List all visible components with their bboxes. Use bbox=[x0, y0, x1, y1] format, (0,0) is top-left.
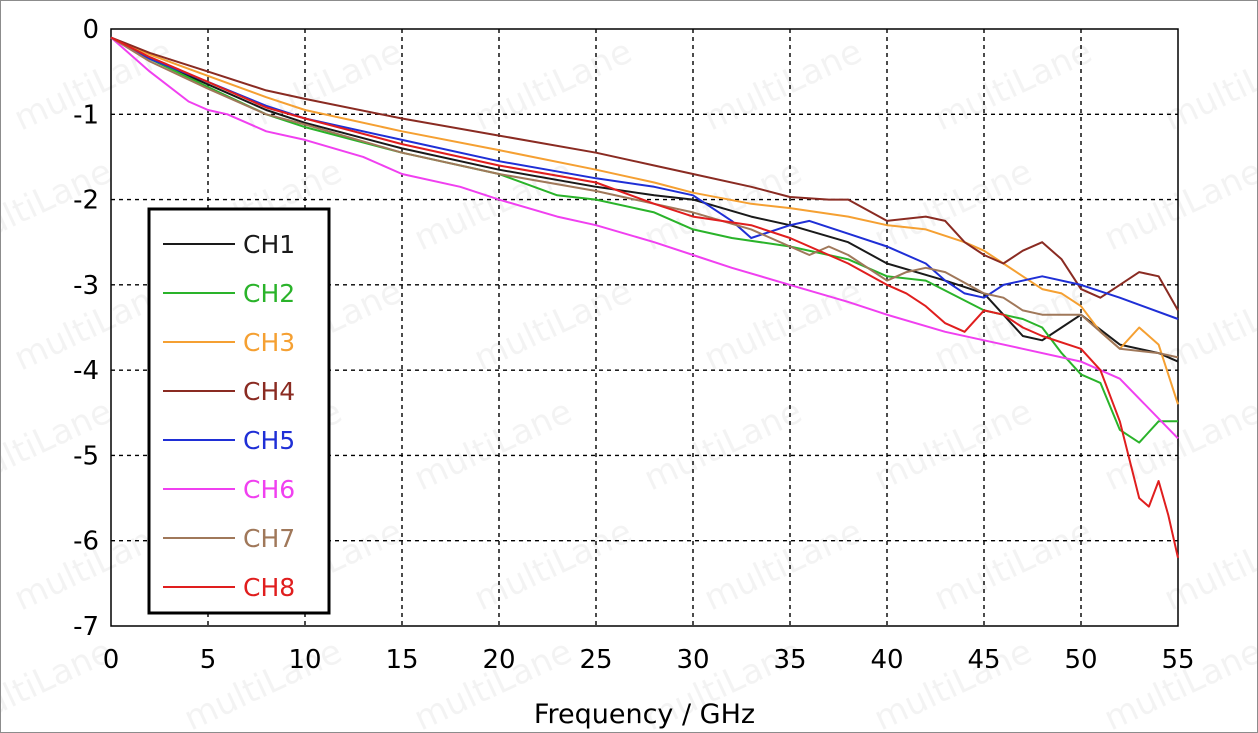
x-tick-label: 35 bbox=[773, 645, 806, 675]
x-tick-label: 40 bbox=[870, 645, 903, 675]
y-tick-label: -7 bbox=[73, 612, 99, 642]
legend-label: CH2 bbox=[243, 279, 295, 308]
legend-label: CH7 bbox=[243, 524, 295, 553]
x-tick-label: 25 bbox=[579, 645, 612, 675]
series-line-ch3 bbox=[110, 36, 1179, 405]
watermark-text: multiLane bbox=[638, 391, 808, 499]
watermark-text: multiLane bbox=[468, 31, 638, 139]
watermark-text: multiLane bbox=[408, 391, 578, 499]
watermark-text: multiLane bbox=[928, 511, 1098, 619]
watermark-text: multiLane bbox=[928, 31, 1098, 139]
x-tick-label: 45 bbox=[967, 645, 1000, 675]
watermark-text: multiLane bbox=[868, 151, 1038, 259]
x-axis-ticks: 0 5 10 15 20 25 30 35 40 45 50 55 bbox=[103, 645, 1195, 675]
series-line-ch8 bbox=[110, 36, 1179, 559]
legend-label: CH5 bbox=[243, 426, 295, 455]
legend: CH1 CH2 CH3 CH4 CH5 CH6 CH7 CH8 bbox=[147, 207, 331, 615]
series-line-ch1 bbox=[110, 36, 1179, 363]
y-tick-label: -2 bbox=[73, 186, 99, 216]
y-tick-label: 0 bbox=[82, 15, 99, 45]
y-tick-label: -3 bbox=[73, 271, 99, 301]
x-tick-label: 20 bbox=[482, 645, 515, 675]
x-tick-label: 10 bbox=[288, 645, 321, 675]
watermark-text: multiLane bbox=[1158, 271, 1257, 379]
legend-label: CH8 bbox=[243, 573, 295, 602]
plot-area-border bbox=[110, 28, 1179, 627]
legend-box bbox=[147, 207, 331, 615]
series-line-ch4 bbox=[110, 36, 1179, 311]
y-tick-label: -5 bbox=[73, 441, 99, 471]
legend-label: CH3 bbox=[243, 328, 295, 357]
series-layer bbox=[110, 36, 1179, 559]
watermark-text: multiLane bbox=[868, 391, 1038, 499]
x-tick-label: 50 bbox=[1064, 645, 1097, 675]
x-tick-label: 55 bbox=[1161, 645, 1194, 675]
y-tick-label: -4 bbox=[73, 356, 99, 386]
watermark-text: multiLane bbox=[1, 391, 118, 499]
watermark-text: multiLane bbox=[698, 511, 868, 619]
series-line-ch6 bbox=[110, 36, 1179, 440]
y-axis-ticks: 0 -1 -2 -3 -4 -5 -6 -7 bbox=[73, 15, 99, 642]
y-tick-label: -6 bbox=[73, 527, 99, 557]
x-axis-title: Frequency / GHz bbox=[534, 699, 755, 730]
watermark-text: multiLane bbox=[1158, 511, 1257, 619]
series-line-ch7 bbox=[110, 36, 1179, 359]
x-tick-label: 15 bbox=[385, 645, 418, 675]
legend-label: CH4 bbox=[243, 377, 295, 406]
watermark-text: multiLane bbox=[468, 511, 638, 619]
legend-label: CH6 bbox=[243, 475, 295, 504]
x-tick-label: 0 bbox=[103, 645, 120, 675]
y-tick-label: -1 bbox=[73, 100, 99, 130]
watermark-text: multiLane bbox=[1, 631, 118, 732]
watermark-text: multiLane bbox=[1, 151, 118, 259]
series-line-ch2 bbox=[110, 36, 1178, 444]
watermark-text: multiLane bbox=[1158, 31, 1257, 139]
watermark-text: multiLane bbox=[468, 271, 638, 379]
legend-label: CH1 bbox=[243, 230, 295, 259]
watermark-text: multiLane bbox=[698, 31, 868, 139]
watermark-text: multiLane bbox=[698, 271, 868, 379]
x-tick-label: 5 bbox=[200, 645, 217, 675]
x-tick-label: 30 bbox=[676, 645, 709, 675]
